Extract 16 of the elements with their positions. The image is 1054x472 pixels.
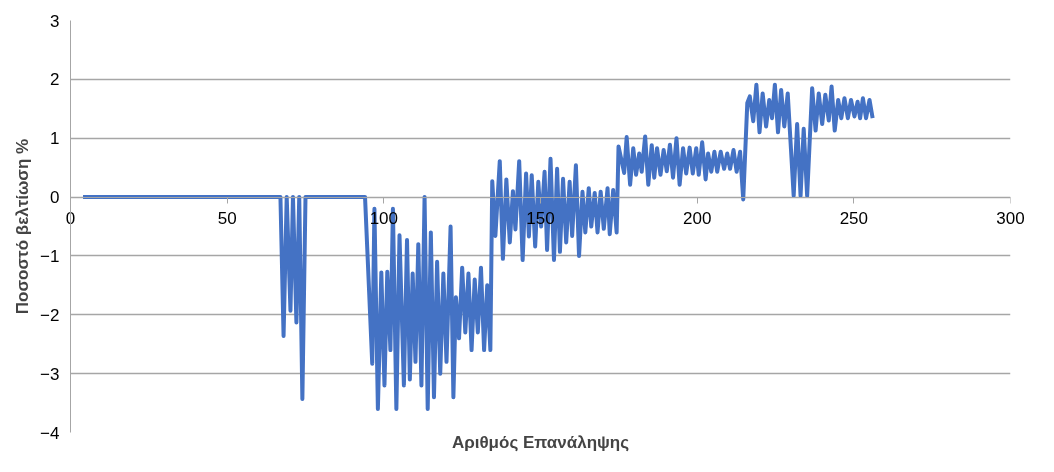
y-tick-label: −2 <box>40 305 60 325</box>
x-tick-label: 300 <box>996 208 1025 228</box>
y-tick-label: 0 <box>50 188 60 208</box>
x-tick-label: 250 <box>839 208 869 228</box>
y-tick-label: −3 <box>40 364 60 384</box>
y-tick-label: −1 <box>40 246 60 266</box>
y-tick-label: 3 <box>50 11 60 31</box>
y-tick-label: 1 <box>50 129 60 149</box>
x-tick-label: 50 <box>217 208 237 228</box>
x-tick-label: 150 <box>526 208 555 228</box>
y-tick-label: −4 <box>40 423 60 443</box>
x-axis-title: Αριθμός Επανάληψης <box>451 432 630 452</box>
y-tick-label: 2 <box>50 70 60 90</box>
line-series <box>81 82 875 411</box>
y-axis-title: Ποσοστό βελτίωση % <box>13 138 33 315</box>
x-tick-label: 200 <box>682 208 712 228</box>
